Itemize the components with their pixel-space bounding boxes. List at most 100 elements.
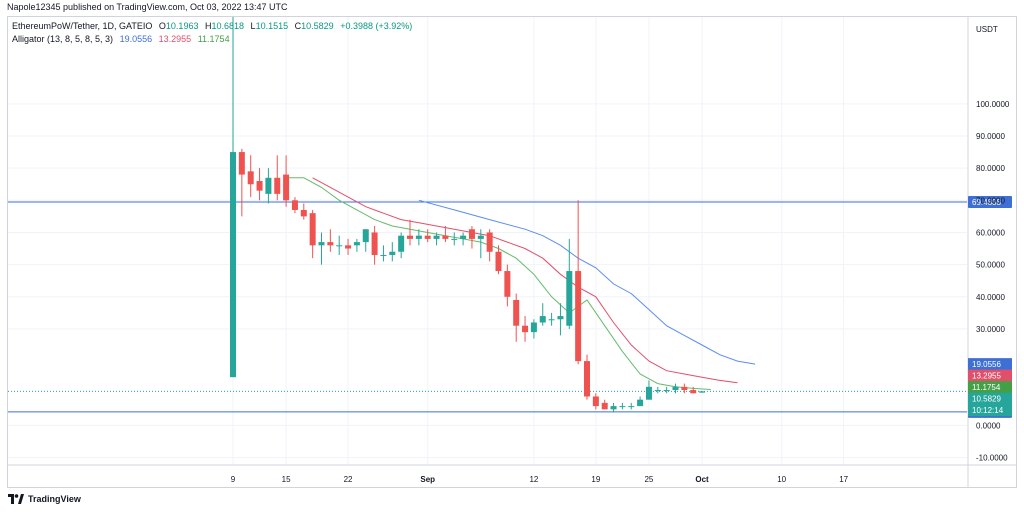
- candle-body: [424, 235, 431, 239]
- time-axis[interactable]: 9 15 22 Sep 12 19 25 Oct 10 17: [231, 475, 849, 484]
- y-tick-label: 30.0000: [976, 325, 1005, 334]
- chart-legend: EthereumPoW/Tether, 1D, GATEIO O10.1963 …: [12, 20, 416, 46]
- price-axis[interactable]: 100.0000 90.0000 80.0000 70.0000 60.0000 50.0…: [976, 100, 1010, 463]
- candle-up: [380, 245, 387, 262]
- candle-body: [433, 235, 440, 239]
- x-tick-label: 22: [344, 475, 353, 484]
- candle-body: [690, 390, 697, 394]
- candle-body: [407, 235, 413, 239]
- price-tag-jaw: [968, 358, 1012, 371]
- candle-body: [628, 406, 635, 408]
- candle-down: [486, 229, 493, 262]
- alligator-label[interactable]: Alligator (13, 8, 5, 8, 5, 3): [12, 34, 114, 44]
- candle-down: [522, 316, 529, 342]
- candle-body: [557, 316, 564, 320]
- candle-down: [371, 226, 378, 265]
- candle-body: [291, 200, 298, 210]
- candle-body: [654, 390, 661, 392]
- candle-up: [672, 383, 679, 394]
- tradingview-brand: TradingView: [28, 494, 81, 504]
- candle-down: [424, 229, 431, 243]
- y-tick-label: -10.0000: [976, 454, 1008, 463]
- candle-body: [265, 177, 272, 194]
- candle-down: [442, 226, 449, 243]
- alligator-lines: [286, 177, 756, 390]
- y-tick-label: 60.0000: [976, 228, 1005, 237]
- alligator-jaw-line: [418, 199, 756, 365]
- candle-body: [442, 235, 449, 239]
- open-value: O10.1963: [158, 21, 199, 31]
- y-tick-label: 90.0000: [976, 132, 1005, 141]
- symbol-name[interactable]: EthereumPoW/Tether, 1D, GATEIO: [12, 21, 153, 31]
- y-tick-label: 40.0000: [976, 293, 1005, 302]
- price-tag-countdown: [968, 404, 1012, 417]
- candle-body: [495, 251, 502, 272]
- candle-down: [283, 155, 290, 207]
- candle-up: [557, 303, 564, 336]
- alligator-row: Alligator (13, 8, 5, 8, 5, 3) 19.0556 13…: [12, 33, 416, 46]
- candle-up: [610, 402, 617, 413]
- candle-body: [371, 232, 378, 255]
- candle-body: [300, 209, 307, 217]
- candle-down: [601, 399, 608, 410]
- candle-up: [398, 232, 405, 259]
- candle-down: [247, 155, 254, 198]
- candle-up: [548, 312, 555, 326]
- candle-body: [247, 171, 254, 185]
- candle-body: [637, 399, 644, 407]
- candle-body: [283, 174, 290, 201]
- candle-body: [415, 235, 422, 239]
- candle-body: [610, 406, 617, 410]
- candle-body: [389, 251, 396, 255]
- published-by-text: Napole12345 published on TradingView.com…: [7, 2, 288, 12]
- candle-body: [548, 319, 555, 321]
- candle-down: [238, 148, 245, 217]
- x-tick-label: 12: [529, 475, 538, 484]
- candle-down: [584, 354, 590, 400]
- candle-up: [389, 242, 396, 262]
- candle-down: [592, 393, 599, 410]
- candle-down: [300, 203, 307, 220]
- candle-down: [681, 383, 688, 394]
- hline-tag-label-upper: 69.4808: [972, 198, 1001, 207]
- candle-down: [495, 245, 502, 275]
- candle-body: [238, 152, 245, 175]
- candle-down: [468, 226, 475, 249]
- candle-body: [468, 229, 475, 239]
- candle-up: [318, 232, 325, 265]
- candle-up: [415, 229, 422, 246]
- candle-body: [513, 299, 520, 326]
- price-tag-lips: [968, 381, 1012, 394]
- candle-body: [274, 177, 281, 194]
- x-tick-label: 10: [777, 475, 786, 484]
- low-value: L10.1515: [250, 21, 289, 31]
- candle-up: [663, 386, 670, 394]
- candle-down: [513, 293, 520, 342]
- candle-down: [504, 264, 511, 307]
- candle-up: [645, 380, 652, 400]
- x-tick-label: Oct: [695, 475, 709, 484]
- candle-body: [530, 322, 537, 333]
- price-tag-teeth: [968, 369, 1012, 382]
- candle-body: [601, 402, 608, 410]
- currency-label: USDT: [976, 25, 998, 34]
- x-tick-label: 15: [282, 475, 291, 484]
- x-tick-label: 17: [839, 475, 848, 484]
- candle-body: [477, 235, 484, 239]
- y-tick-label: 100.0000: [976, 100, 1010, 109]
- candle-body: [566, 271, 573, 326]
- change-value: +0.3988 (+3.92%): [340, 21, 413, 31]
- candle-up: [265, 168, 272, 204]
- candle-up: [699, 391, 706, 393]
- candle-up: [451, 232, 458, 246]
- symbol-row: EthereumPoW/Tether, 1D, GATEIO O10.1963 …: [12, 20, 416, 33]
- candle-body: [681, 386, 688, 391]
- candle-up: [477, 229, 484, 259]
- candle-body: [230, 152, 236, 378]
- price-tag-label-countdown: 10:12:14: [972, 406, 1004, 415]
- price-tag-label-lips: 11.1754: [972, 383, 1001, 392]
- chart-frame: [7, 16, 1017, 488]
- teeth-value: 13.2955: [158, 34, 192, 44]
- price-tag-label-teeth: 13.2955: [972, 372, 1001, 381]
